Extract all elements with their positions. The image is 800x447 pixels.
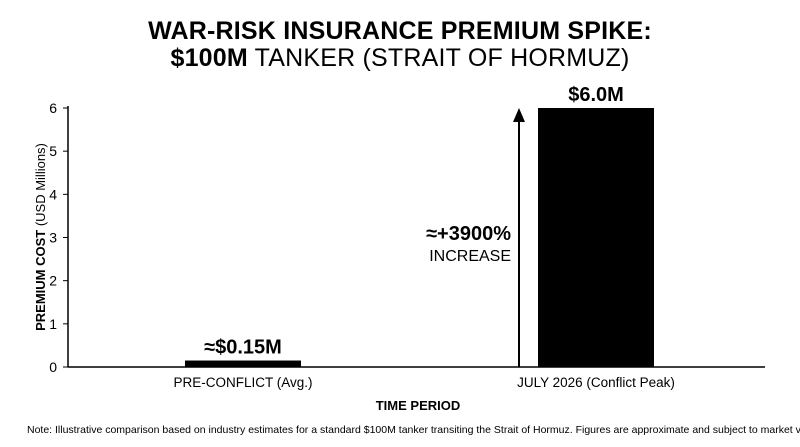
y-tick-label: 3	[49, 230, 57, 246]
x-axis-label: TIME PERIOD	[376, 398, 461, 413]
bar-data-label: $6.0M	[568, 84, 624, 106]
chart-title-bold-part: $100M	[170, 44, 248, 72]
increase-annotation-value: ≈+3900%	[426, 223, 511, 245]
y-tick-label: 4	[49, 186, 57, 202]
y-tick-label: 0	[49, 359, 57, 375]
y-tick-label: 5	[49, 143, 57, 159]
chart-title-line-2: $100M TANKER (STRAIT OF HORMUZ)	[0, 45, 800, 72]
bar	[538, 108, 654, 367]
footnote: Note: Illustrative comparison based on i…	[27, 424, 800, 436]
x-tick-label: JULY 2026 (Conflict Peak)	[517, 375, 675, 390]
increase-arrow-head	[513, 108, 525, 122]
increase-annotation-label: INCREASE	[429, 248, 511, 265]
bar	[185, 360, 301, 367]
x-tick-label: PRE-CONFLICT (Avg.)	[173, 375, 312, 390]
chart-title-line-1: WAR-RISK INSURANCE PREMIUM SPIKE:	[148, 17, 652, 45]
y-tick-label: 2	[49, 273, 57, 289]
bar-data-label: ≈$0.15M	[204, 337, 282, 359]
y-axis-label: PREMIUM COST (USD Millions)	[33, 143, 48, 331]
y-tick-label: 6	[49, 100, 57, 116]
y-tick-label: 1	[49, 316, 57, 332]
chart-title-rest: TANKER (STRAIT OF HORMUZ)	[247, 44, 630, 72]
chart-title: WAR-RISK INSURANCE PREMIUM SPIKE: $100M …	[0, 18, 800, 72]
